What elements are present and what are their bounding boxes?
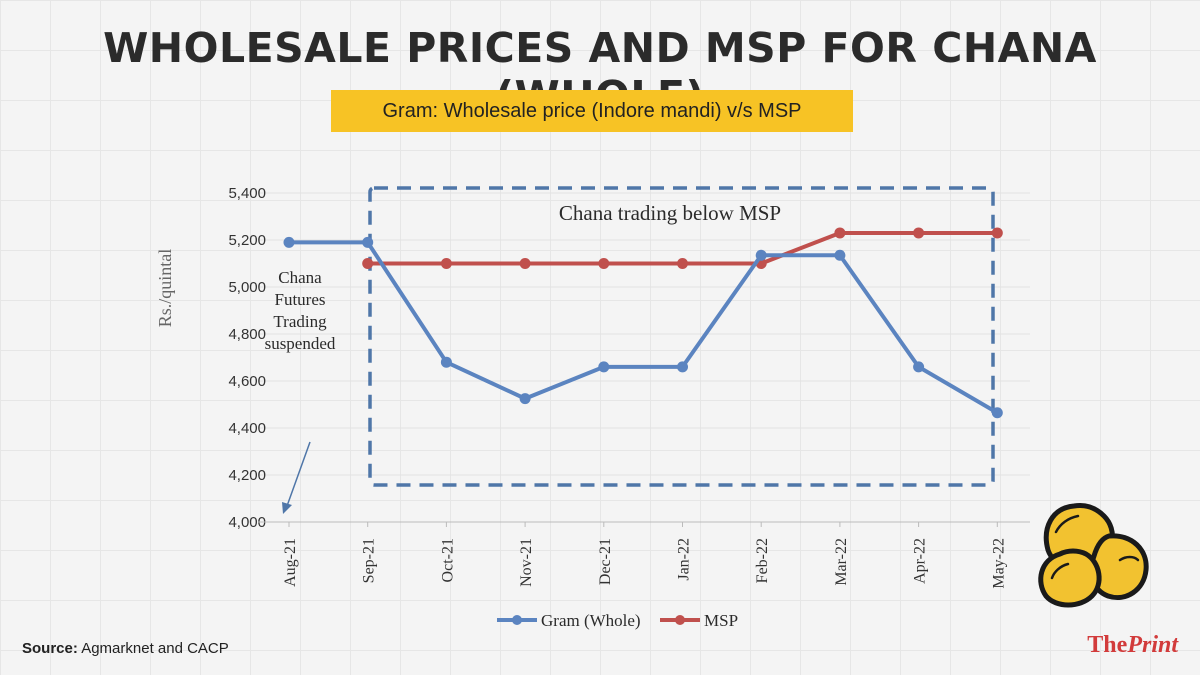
- gridlines: [258, 192, 1030, 476]
- box-label: Chana trading below MSP: [559, 201, 781, 225]
- y-axis-ticks: 4,000 4,200 4,400 4,600 4,800 5,000 5,200 5,400: [228, 185, 266, 531]
- legend-item-gram: Gram (Whole): [497, 611, 641, 630]
- msp-point: [677, 258, 688, 269]
- brand-the: The: [1087, 632, 1128, 658]
- series-gram: [283, 236, 1003, 419]
- gram-point: [362, 236, 374, 248]
- gram-point: [283, 236, 295, 248]
- x-tick-label: Feb-22: [754, 538, 771, 583]
- x-tick-label: Oct-21: [439, 538, 456, 582]
- y-tick-label: 4,600: [228, 373, 266, 390]
- source-label: Source:: [22, 640, 78, 657]
- suspended-line: Trading: [273, 312, 327, 331]
- msp-point: [598, 258, 610, 269]
- suspended-note: Chana Futures Trading suspended: [265, 268, 336, 353]
- x-tick-label: Apr-22: [912, 538, 929, 584]
- chart-subtitle: Gram: Wholesale price (Indore mandi) v/s…: [331, 90, 853, 132]
- legend-item-msp: MSP: [660, 611, 738, 630]
- legend-label-msp: MSP: [704, 611, 738, 630]
- source-text: Agmarknet and CACP: [81, 640, 229, 657]
- x-axis-ticks: Aug-21 Sep-21 Oct-21 Nov-21 Dec-21 Jan-22 Feb-…: [282, 522, 1007, 589]
- gram-point: [991, 407, 1003, 419]
- gram-point: [834, 249, 846, 261]
- source-note: Source: Agmarknet and CACP: [22, 640, 229, 657]
- gram-point: [440, 356, 452, 368]
- brand-logo: ThePrint: [1087, 632, 1178, 659]
- x-tick-label: Dec-21: [597, 538, 614, 585]
- msp-point: [913, 227, 925, 239]
- msp-point: [834, 227, 846, 239]
- y-tick-label: 5,200: [228, 232, 266, 249]
- msp-point: [362, 258, 374, 269]
- suspended-line: suspended: [265, 334, 336, 353]
- y-tick-label: 5,000: [228, 279, 266, 296]
- msp-point: [440, 258, 452, 269]
- gram-line: [287, 240, 1000, 415]
- msp-point: [991, 227, 1003, 239]
- x-tick-label: Mar-22: [833, 538, 850, 586]
- arrow-head-icon: [282, 502, 292, 514]
- msp-point: [519, 258, 531, 269]
- legend: Gram (Whole) MSP: [497, 611, 738, 630]
- y-tick-label: 4,400: [228, 420, 266, 437]
- gram-point: [913, 361, 925, 373]
- y-tick-label: 4,000: [228, 514, 266, 531]
- suspended-line: Futures: [275, 290, 326, 309]
- series-msp: [362, 227, 1003, 269]
- gram-point: [598, 361, 610, 373]
- below-msp-box: [368, 186, 995, 487]
- y-tick-label: 4,800: [228, 326, 266, 343]
- gram-point: [519, 393, 531, 405]
- brand-print: Print: [1127, 632, 1178, 658]
- suspended-line: Chana: [278, 268, 322, 287]
- gram-point: [677, 361, 688, 373]
- x-tick-label: May-22: [990, 538, 1007, 589]
- x-tick-label: Nov-21: [518, 538, 535, 587]
- y-axis-label: Rs./quintal: [155, 249, 175, 328]
- x-tick-label: Aug-21: [282, 538, 299, 587]
- gram-point: [755, 249, 767, 261]
- x-tick-label: Jan-22: [676, 538, 693, 581]
- y-tick-label: 5,400: [228, 185, 266, 202]
- x-tick-label: Sep-21: [361, 538, 378, 583]
- series-layer: [283, 227, 1003, 419]
- y-tick-label: 4,200: [228, 467, 266, 484]
- annotation-arrow: [282, 441, 311, 514]
- legend-label-gram: Gram (Whole): [541, 611, 641, 630]
- chickpea-icon: [1034, 498, 1154, 614]
